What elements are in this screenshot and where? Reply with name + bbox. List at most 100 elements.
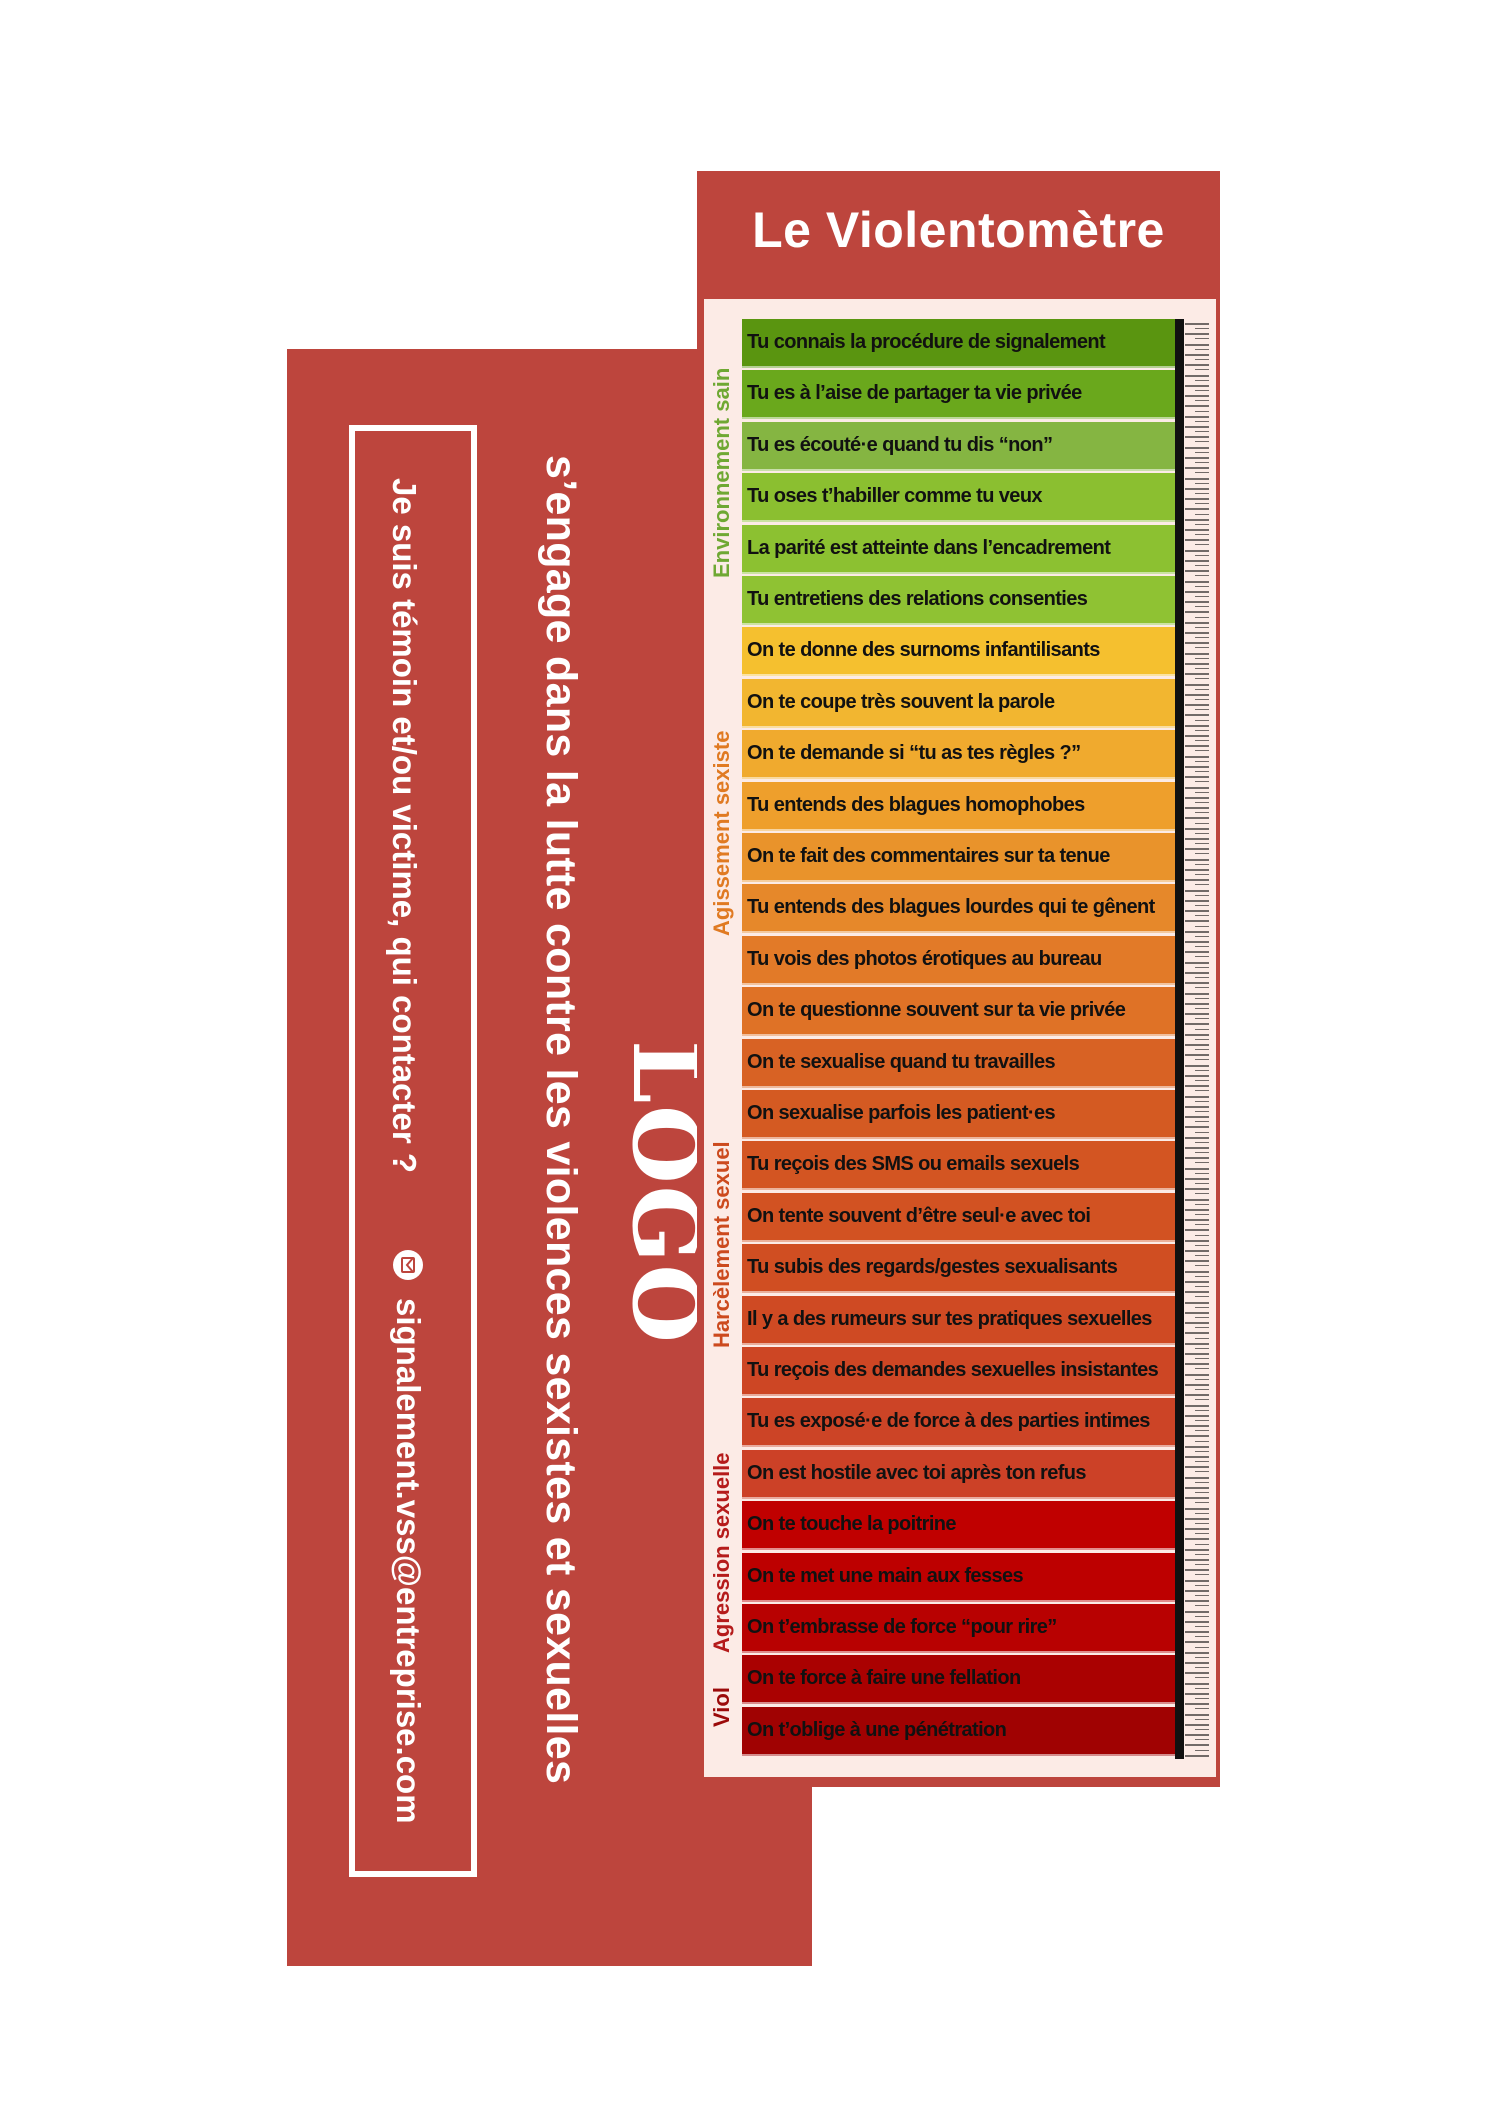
violentometre-item: On te touche la poitrine <box>742 1501 1175 1550</box>
gauge-tick <box>1195 699 1209 700</box>
gauge-tick <box>1185 1631 1209 1633</box>
gauge-tick <box>1195 915 1209 916</box>
gauge-tick <box>1185 1466 1209 1468</box>
violentometre-item: Tu vois des photos érotiques au bureau <box>742 936 1175 985</box>
gauge-tick <box>1185 1322 1209 1324</box>
gauge-tick <box>1185 1755 1209 1757</box>
gauge-tick <box>1185 1271 1209 1273</box>
gauge-tick <box>1195 1204 1209 1205</box>
gauge-tick <box>1195 1193 1209 1194</box>
gauge-tick <box>1195 1132 1209 1133</box>
gauge-tick <box>1185 1168 1209 1170</box>
gauge-tick <box>1185 539 1209 541</box>
gauge-tick <box>1195 493 1209 494</box>
gauge-tick <box>1185 1044 1209 1046</box>
gauge-tick <box>1185 900 1209 902</box>
gauge-tick <box>1195 1708 1209 1709</box>
gauge-tick <box>1185 447 1209 449</box>
gauge-tick <box>1185 581 1209 583</box>
gauge-tick <box>1195 1348 1209 1349</box>
gauge-tick <box>1185 395 1209 397</box>
gauge-tick <box>1185 684 1209 686</box>
gauge-tick <box>1195 472 1209 473</box>
gauge-tick <box>1185 323 1209 325</box>
gauge-tick <box>1185 1229 1209 1231</box>
gauge-tick <box>1195 555 1209 556</box>
violentometre-item: On te force à faire une fellation <box>742 1655 1175 1704</box>
gauge-tick <box>1185 1353 1209 1355</box>
gauge-tick <box>1195 1461 1209 1462</box>
gauge-tick <box>1185 910 1209 912</box>
contact-email-row[interactable]: signalement.vss@entreprise.com <box>389 1250 427 1824</box>
gauge-tick <box>1195 1265 1209 1266</box>
gauge-tick <box>1195 1080 1209 1081</box>
contact-question: Je suis témoin et/ou victime, qui contac… <box>385 478 423 1173</box>
violentometre-item: On te donne des surnoms infantilisants <box>742 627 1175 676</box>
gauge-tick <box>1195 1224 1209 1225</box>
gauge-tick <box>1195 338 1209 339</box>
gauge-tick <box>1195 998 1209 999</box>
gauge-tick <box>1185 1363 1209 1365</box>
gauge-tick <box>1185 1405 1209 1407</box>
gauge-tick <box>1185 848 1209 850</box>
gauge-tick <box>1185 972 1209 974</box>
gauge-tick <box>1195 369 1209 370</box>
violentometre-item: On te fait des commentaires sur ta tenue <box>742 833 1175 882</box>
gauge-tick <box>1185 1260 1209 1262</box>
level-label: Harcèlement sexuel <box>709 1141 735 1348</box>
gauge-tick <box>1195 740 1209 741</box>
violentometre-item: On sexualise parfois les patient·es <box>742 1090 1175 1139</box>
gauge-tick <box>1195 709 1209 710</box>
gauge-tick <box>1195 1420 1209 1421</box>
gauge-tick <box>1185 890 1209 892</box>
gauge-tick <box>1195 1410 1209 1411</box>
gauge-tick <box>1185 1497 1209 1499</box>
gauge-tick <box>1185 560 1209 562</box>
gauge-tick <box>1185 601 1209 603</box>
gauge-tick <box>1185 1209 1209 1211</box>
violentometre-item: Tu entends des blagues lourdes qui te gê… <box>742 884 1175 933</box>
gauge-tick <box>1195 1245 1209 1246</box>
gauge-tick <box>1195 328 1209 329</box>
gauge-tick <box>1195 452 1209 453</box>
gauge-tick <box>1185 1023 1209 1025</box>
gauge-tick <box>1185 941 1209 943</box>
gauge-needle <box>1175 319 1184 1759</box>
gauge-tick <box>1195 812 1209 813</box>
gauge-tick <box>1185 1250 1209 1252</box>
gauge-tick <box>1195 864 1209 865</box>
gauge-tick <box>1195 1296 1209 1297</box>
contact-email[interactable]: signalement.vss@entreprise.com <box>389 1298 427 1824</box>
gauge-tick <box>1195 1368 1209 1369</box>
gauge-tick <box>1195 833 1209 834</box>
gauge-tick <box>1195 1554 1209 1555</box>
gauge-tick <box>1195 1379 1209 1380</box>
gauge-tick <box>1195 1750 1209 1751</box>
gauge-tick <box>1195 1214 1209 1215</box>
gauge-tick <box>1185 478 1209 480</box>
gauge-tick <box>1185 457 1209 459</box>
gauge-tick <box>1195 1585 1209 1586</box>
gauge-tick <box>1195 359 1209 360</box>
gauge-tick <box>1185 519 1209 521</box>
gauge-tick <box>1195 637 1209 638</box>
violentometre-item: Tu es écouté·e quand tu dis “non” <box>742 422 1175 471</box>
gauge-tick <box>1185 1374 1209 1376</box>
gauge-tick <box>1195 1255 1209 1256</box>
gauge-tick <box>1185 653 1209 655</box>
gauge-tick <box>1185 1003 1209 1005</box>
gauge-tick <box>1185 817 1209 819</box>
gauge-tick <box>1195 1029 1209 1030</box>
gauge-tick <box>1195 720 1209 721</box>
violentometre-item: Tu subis des regards/gestes sexualisants <box>742 1244 1175 1293</box>
violentometre-item: Il y a des rumeurs sur tes pratiques sex… <box>742 1296 1175 1345</box>
gauge-tick <box>1195 1657 1209 1658</box>
gauge-tick <box>1195 1121 1209 1122</box>
gauge-tick <box>1195 1090 1209 1091</box>
violentometre-item: On te met une main aux fesses <box>742 1553 1175 1602</box>
gauge-tick <box>1195 1142 1209 1143</box>
gauge-tick <box>1195 1059 1209 1060</box>
gauge-tick <box>1185 1672 1209 1674</box>
gauge-tick <box>1185 1652 1209 1654</box>
gauge-tick <box>1195 1441 1209 1442</box>
